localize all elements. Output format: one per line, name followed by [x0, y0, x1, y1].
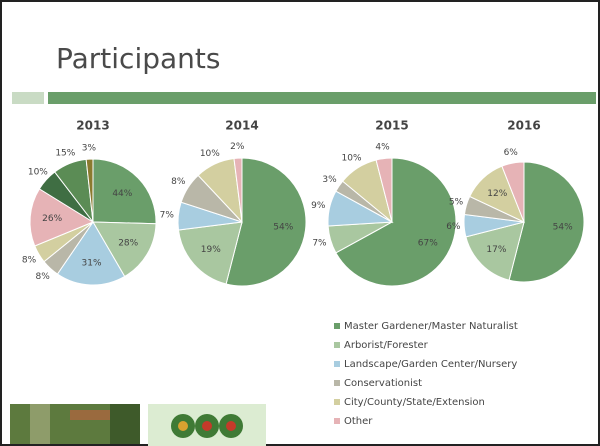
photo — [10, 404, 140, 444]
slide: Participants 2013 44% 28% 31% 8% 8% 26% 10% 15% 3… — [0, 0, 600, 446]
data-label: 3% — [82, 143, 97, 153]
data-label: 19% — [201, 245, 221, 255]
data-label: 8% — [22, 255, 37, 265]
chart-title: 2015 — [375, 119, 408, 133]
accent-block — [12, 92, 44, 104]
data-label: 9% — [311, 201, 326, 211]
legend-label: Arborist/Forester — [344, 340, 429, 351]
data-label: 8% — [35, 272, 50, 282]
legend-label: City/County/State/Extension — [344, 397, 485, 408]
data-label: 4% — [375, 143, 390, 153]
data-label: 7% — [312, 239, 327, 249]
data-label: 54% — [273, 223, 293, 233]
legend-label: Conservationist — [344, 378, 422, 389]
data-label: 6% — [504, 148, 519, 158]
data-label: 2% — [230, 142, 245, 152]
data-label: 15% — [55, 149, 75, 159]
chart-title: 2014 — [225, 119, 258, 133]
data-label: 3% — [322, 175, 337, 185]
data-label: 6% — [446, 222, 461, 232]
legend-swatch — [334, 323, 340, 329]
data-label: 31% — [82, 258, 102, 268]
data-label: 17% — [486, 245, 506, 255]
slide-title: Participants — [56, 42, 220, 75]
chart-title: 2013 — [76, 119, 109, 133]
legend-label: Landscape/Garden Center/Nursery — [344, 359, 517, 370]
logo — [148, 404, 266, 446]
data-label: 7% — [160, 210, 175, 220]
data-label: 54% — [553, 222, 573, 232]
data-label: 8% — [171, 177, 186, 187]
legend-swatch — [334, 399, 340, 405]
legend-swatch — [334, 361, 340, 367]
accent-bar — [48, 92, 596, 104]
data-label: 10% — [342, 154, 362, 164]
data-label: 12% — [487, 189, 507, 199]
data-label: 10% — [200, 149, 220, 159]
legend-swatch — [334, 418, 340, 424]
legend-swatch — [334, 342, 340, 348]
data-label: 10% — [28, 168, 48, 178]
data-label: 44% — [112, 189, 132, 199]
data-label: 67% — [418, 239, 438, 249]
data-label: 5% — [449, 198, 464, 208]
data-label: 28% — [118, 238, 138, 248]
legend-label: Master Gardener/Master Naturalist — [344, 321, 518, 332]
chart-title: 2016 — [507, 119, 540, 133]
legend-label: Other — [344, 416, 373, 427]
legend-swatch — [334, 380, 340, 386]
data-label: 26% — [42, 214, 62, 224]
